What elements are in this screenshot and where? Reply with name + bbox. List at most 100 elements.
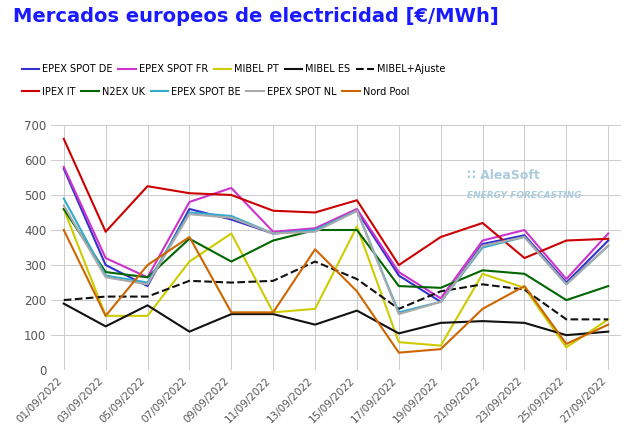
MIBEL+Ajuste — [563, 317, 570, 322]
Line: IPEX IT: IPEX IT — [64, 139, 608, 265]
EPEX SPOT NL — [144, 282, 152, 287]
EPEX SPOT BE — [186, 210, 193, 215]
Text: ENERGY FORECASTING: ENERGY FORECASTING — [467, 191, 582, 200]
MIBEL PT — [102, 313, 109, 318]
MIBEL PT — [520, 285, 528, 290]
MIBEL+Ajuste — [437, 289, 445, 294]
N2EX UK — [437, 285, 445, 290]
EPEX SPOT BE — [437, 299, 445, 305]
Nord Pool — [102, 313, 109, 318]
Nord Pool — [186, 234, 193, 240]
Line: MIBEL+Ajuste: MIBEL+Ajuste — [64, 261, 608, 319]
EPEX SPOT BE — [269, 231, 277, 236]
EPEX SPOT FR — [102, 256, 109, 261]
MIBEL+Ajuste — [144, 294, 152, 299]
IPEX IT — [604, 236, 612, 241]
MIBEL+Ajuste — [269, 278, 277, 284]
EPEX SPOT BE — [60, 196, 68, 201]
MIBEL ES — [563, 332, 570, 338]
Line: MIBEL PT: MIBEL PT — [64, 209, 608, 347]
EPEX SPOT FR — [479, 238, 486, 243]
Nord Pool — [479, 306, 486, 311]
EPEX SPOT DE — [144, 283, 152, 289]
Legend: IPEX IT, N2EX UK, EPEX SPOT BE, EPEX SPOT NL, Nord Pool: IPEX IT, N2EX UK, EPEX SPOT BE, EPEX SPO… — [18, 83, 413, 101]
Nord Pool — [353, 289, 361, 294]
EPEX SPOT NL — [102, 275, 109, 280]
EPEX SPOT NL — [604, 243, 612, 248]
IPEX IT — [102, 229, 109, 235]
EPEX SPOT FR — [269, 229, 277, 235]
IPEX IT — [227, 192, 235, 198]
IPEX IT — [269, 208, 277, 213]
N2EX UK — [479, 268, 486, 273]
EPEX SPOT DE — [353, 208, 361, 213]
MIBEL PT — [604, 317, 612, 322]
MIBEL+Ajuste — [520, 287, 528, 292]
Nord Pool — [144, 262, 152, 268]
EPEX SPOT BE — [479, 245, 486, 250]
EPEX SPOT DE — [437, 299, 445, 305]
EPEX SPOT DE — [479, 241, 486, 247]
MIBEL+Ajuste — [353, 277, 361, 282]
IPEX IT — [311, 210, 319, 215]
EPEX SPOT BE — [227, 213, 235, 219]
N2EX UK — [353, 227, 361, 233]
Line: N2EX UK: N2EX UK — [64, 209, 608, 300]
MIBEL PT — [353, 224, 361, 229]
MIBEL ES — [520, 320, 528, 326]
EPEX SPOT FR — [353, 206, 361, 212]
EPEX SPOT FR — [563, 277, 570, 282]
MIBEL PT — [563, 345, 570, 350]
EPEX SPOT BE — [144, 280, 152, 285]
Line: EPEX SPOT DE: EPEX SPOT DE — [64, 169, 608, 302]
MIBEL+Ajuste — [479, 282, 486, 287]
EPEX SPOT DE — [186, 206, 193, 212]
EPEX SPOT NL — [437, 299, 445, 305]
MIBEL PT — [60, 206, 68, 212]
MIBEL PT — [479, 271, 486, 277]
EPEX SPOT DE — [604, 238, 612, 243]
EPEX SPOT BE — [563, 282, 570, 287]
Line: Nord Pool: Nord Pool — [64, 230, 608, 353]
MIBEL+Ajuste — [102, 294, 109, 299]
EPEX SPOT BE — [311, 227, 319, 233]
Nord Pool — [437, 347, 445, 352]
EPEX SPOT FR — [520, 227, 528, 233]
EPEX SPOT NL — [186, 211, 193, 217]
N2EX UK — [186, 236, 193, 241]
IPEX IT — [144, 183, 152, 189]
IPEX IT — [563, 238, 570, 243]
Legend: EPEX SPOT DE, EPEX SPOT FR, MIBEL PT, MIBEL ES, MIBEL+Ajuste: EPEX SPOT DE, EPEX SPOT FR, MIBEL PT, MI… — [18, 61, 449, 78]
Line: EPEX SPOT BE: EPEX SPOT BE — [64, 198, 608, 312]
MIBEL ES — [60, 301, 68, 306]
N2EX UK — [269, 238, 277, 243]
IPEX IT — [479, 220, 486, 226]
EPEX SPOT DE — [563, 280, 570, 285]
MIBEL PT — [437, 343, 445, 348]
MIBEL ES — [102, 324, 109, 329]
N2EX UK — [563, 297, 570, 303]
IPEX IT — [186, 190, 193, 196]
MIBEL PT — [311, 306, 319, 311]
IPEX IT — [437, 234, 445, 240]
MIBEL ES — [269, 311, 277, 317]
Nord Pool — [311, 247, 319, 252]
N2EX UK — [604, 283, 612, 289]
Text: Mercados europeos de electricidad [€/MWh]: Mercados europeos de electricidad [€/MWh… — [13, 7, 499, 26]
MIBEL ES — [395, 331, 403, 336]
Nord Pool — [563, 341, 570, 347]
EPEX SPOT DE — [60, 166, 68, 171]
EPEX SPOT BE — [353, 208, 361, 213]
EPEX SPOT DE — [395, 273, 403, 278]
IPEX IT — [353, 198, 361, 203]
MIBEL ES — [479, 318, 486, 324]
MIBEL PT — [227, 231, 235, 236]
MIBEL ES — [144, 303, 152, 308]
N2EX UK — [102, 269, 109, 275]
EPEX SPOT FR — [186, 199, 193, 205]
EPEX SPOT FR — [227, 185, 235, 190]
N2EX UK — [311, 227, 319, 233]
EPEX SPOT NL — [520, 234, 528, 240]
EPEX SPOT BE — [395, 310, 403, 315]
EPEX SPOT BE — [102, 273, 109, 278]
